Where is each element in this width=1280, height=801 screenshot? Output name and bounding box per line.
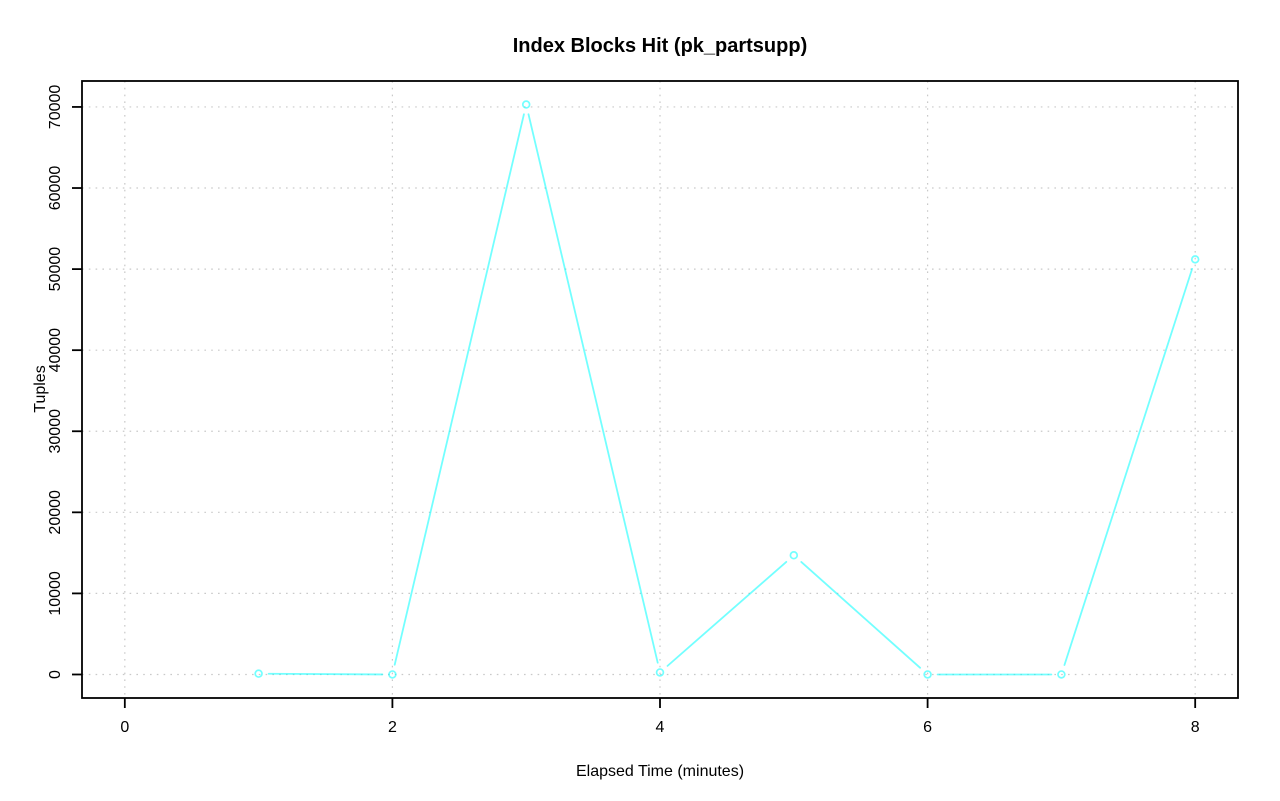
x-tick-label: 8 bbox=[1191, 719, 1200, 736]
series-line-segment bbox=[267, 672, 384, 676]
data-point-marker bbox=[254, 669, 263, 678]
y-tick-label: 70000 bbox=[47, 85, 64, 130]
x-tick-label: 0 bbox=[120, 719, 129, 736]
series-line-segment bbox=[800, 561, 922, 669]
data-point-marker bbox=[1190, 255, 1200, 264]
data-point-marker bbox=[1057, 670, 1066, 679]
data-point-marker bbox=[521, 100, 531, 109]
y-tick-label: 40000 bbox=[47, 328, 64, 373]
grid-layer bbox=[82, 81, 1238, 698]
y-tick-label: 60000 bbox=[47, 166, 64, 211]
x-tick-label: 2 bbox=[388, 719, 397, 736]
axis-layer: 0 2 4 6 8 0 10000 20000 30000 40000 50000 60000 7000… bbox=[47, 85, 1200, 736]
series-line-segment bbox=[527, 113, 659, 664]
data-point-marker bbox=[923, 670, 932, 679]
y-tick-label: 20000 bbox=[47, 490, 64, 535]
series-line-segment bbox=[666, 560, 788, 667]
data-series bbox=[254, 100, 1200, 679]
y-axis-label: Tuples bbox=[32, 365, 49, 412]
data-point-marker bbox=[388, 670, 397, 679]
x-tick-label: 6 bbox=[923, 719, 932, 736]
data-point-marker bbox=[789, 551, 799, 560]
y-tick-label: 0 bbox=[47, 670, 64, 679]
y-tick-label: 50000 bbox=[47, 247, 64, 292]
plot-frame bbox=[81, 80, 1239, 699]
series-line-segment bbox=[393, 113, 525, 666]
chart-title: Index Blocks Hit (pk_partsupp) bbox=[513, 35, 808, 57]
y-tick-label: 30000 bbox=[47, 409, 64, 454]
series-line-segment bbox=[1063, 267, 1194, 666]
y-tick-label: 10000 bbox=[47, 571, 64, 616]
data-point-marker bbox=[655, 668, 665, 677]
x-axis-label: Elapsed Time (minutes) bbox=[576, 763, 744, 780]
x-tick-label: 4 bbox=[656, 719, 665, 736]
